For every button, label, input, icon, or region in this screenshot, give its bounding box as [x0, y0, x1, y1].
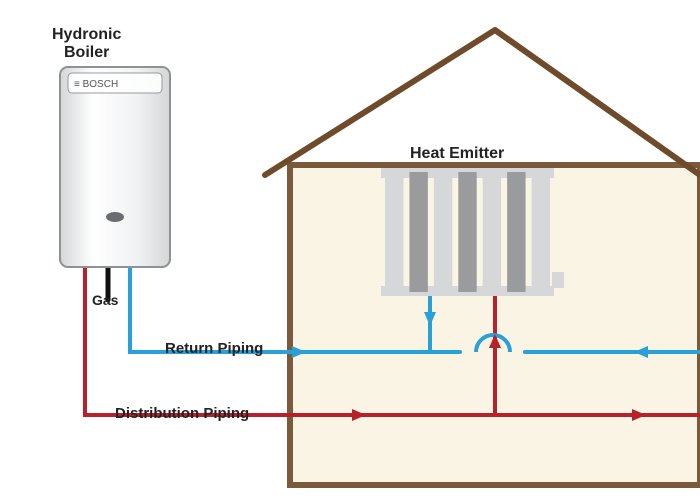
svg-text:≡ BOSCH: ≡ BOSCH: [74, 79, 118, 90]
label-gas: Gas: [92, 292, 118, 308]
diagram-svg: ≡ BOSCH: [0, 0, 700, 500]
label-boiler: HydronicBoiler: [52, 26, 121, 61]
label-return: Return Piping: [165, 340, 263, 357]
diagram-stage: { "type": "infographic", "canvas": {"w":…: [0, 0, 700, 500]
label-emitter: Heat Emitter: [410, 145, 504, 163]
label-supply: Distribution Piping: [115, 405, 249, 422]
